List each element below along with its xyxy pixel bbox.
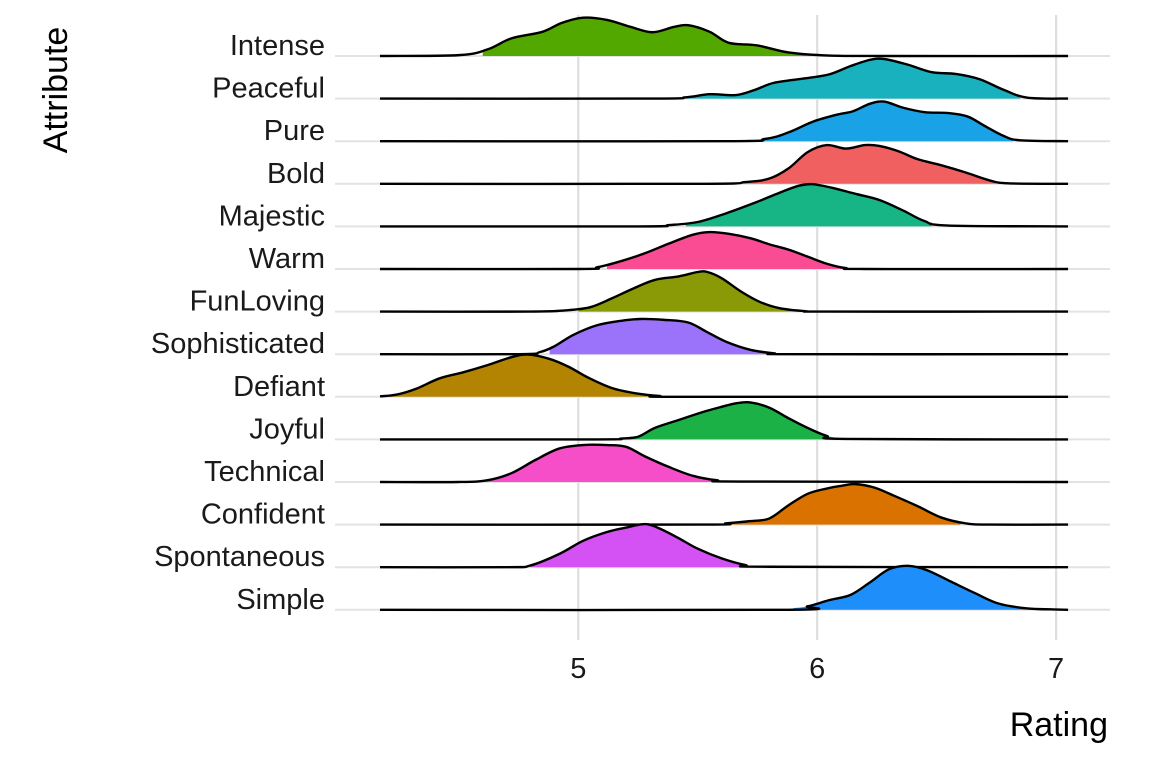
ridge-intense xyxy=(379,16,1069,58)
ridge-outline-intense xyxy=(379,16,1069,58)
ridge-spontaneous xyxy=(379,522,1069,569)
category-label-bold: Bold xyxy=(267,158,325,190)
ridge-warm xyxy=(379,230,1069,271)
category-label-funloving: FunLoving xyxy=(190,286,325,318)
category-label-pure: Pure xyxy=(264,115,325,147)
ridge-fill-pure xyxy=(745,101,1014,142)
ridge-sophisticated xyxy=(379,317,1069,356)
ridge-outline-technical xyxy=(379,443,1069,484)
x-tick-label-5: 5 xyxy=(570,653,586,685)
ridge-fill-peaceful xyxy=(673,58,1021,99)
ridge-peaceful xyxy=(379,57,1069,100)
category-label-technical: Technical xyxy=(204,456,325,488)
category-label-simple: Simple xyxy=(236,584,325,616)
ridge-outline-bold xyxy=(379,143,1069,186)
ridge-pure xyxy=(379,100,1069,143)
category-labels: Intense Peaceful Pure Bold Majestic Warm FunLo… xyxy=(151,30,325,616)
category-label-warm: Warm xyxy=(249,243,325,275)
grid-lines xyxy=(335,15,1110,640)
ridge-majestic xyxy=(379,182,1069,228)
category-label-peaceful: Peaceful xyxy=(212,73,325,105)
ridge-fill-funloving xyxy=(578,271,813,312)
category-label-spontaneous: Spontaneous xyxy=(154,541,325,573)
ridge-outline-pure xyxy=(379,100,1069,143)
category-label-majestic: Majestic xyxy=(219,200,325,232)
ridge-fill-simple xyxy=(793,565,1045,610)
ridge-fill-intense xyxy=(482,17,818,56)
category-label-joyful: Joyful xyxy=(249,413,325,445)
ridge-fill-technical xyxy=(482,444,734,482)
ridge-outline-confident xyxy=(379,482,1069,526)
category-label-defiant: Defiant xyxy=(233,371,325,403)
ridge-outline-majestic xyxy=(379,182,1069,228)
y-axis-title: Attribute xyxy=(37,27,75,154)
ridge-fill-spontaneous xyxy=(530,524,746,568)
ridge-technical xyxy=(379,443,1069,484)
ridge-outline-warm xyxy=(379,230,1069,271)
ridge-outline-funloving xyxy=(379,270,1069,313)
ridge-fill-warm xyxy=(606,232,846,269)
ridge-outline-joyful xyxy=(379,400,1069,441)
category-label-intense: Intense xyxy=(230,30,325,62)
ridge-fill-bold xyxy=(709,144,997,184)
ridge-fill-defiant xyxy=(387,354,663,397)
ridge-confident xyxy=(379,482,1069,526)
x-tick-label-7: 7 xyxy=(1048,653,1064,685)
x-tick-label-6: 6 xyxy=(809,653,825,685)
x-tick-labels: 5 6 7 xyxy=(570,653,1064,685)
category-label-sophisticated: Sophisticated xyxy=(151,328,325,360)
ridge-fill-sophisticated xyxy=(549,318,770,355)
ridge-outline-simple xyxy=(379,564,1069,612)
x-axis-title: Rating xyxy=(1010,706,1108,744)
ridge-outline-sophisticated xyxy=(379,317,1069,356)
ridge-joyful xyxy=(379,400,1069,441)
ridge-fill-confident xyxy=(697,484,961,525)
ridge-outline-peaceful xyxy=(379,57,1069,100)
ridge-defiant xyxy=(379,353,1069,399)
ridge-simple xyxy=(379,564,1069,612)
ridge-bold xyxy=(379,143,1069,186)
ridge-outline-spontaneous xyxy=(379,522,1069,569)
ridges xyxy=(379,16,1069,612)
ridge-fill-joyful xyxy=(626,402,842,440)
category-label-confident: Confident xyxy=(201,499,325,531)
ridge-outline-defiant xyxy=(379,353,1069,399)
ridge-fill-majestic xyxy=(685,184,932,227)
ridge-funloving xyxy=(379,270,1069,313)
